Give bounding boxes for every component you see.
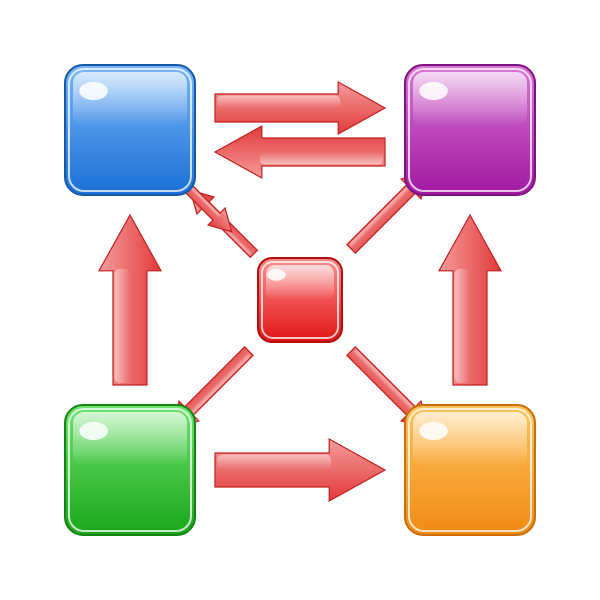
node-center (258, 258, 342, 342)
node-top-left (65, 65, 195, 195)
arrow-tl-to-tr-upper (215, 82, 385, 134)
arrow-bl-to-br (215, 439, 385, 501)
diagram-canvas (0, 0, 600, 600)
node-bottom-left (65, 405, 195, 535)
arrow-tr-to-tl-lower (215, 126, 385, 178)
arrow-bl-to-tl (99, 215, 161, 385)
node-bottom-right (405, 405, 535, 535)
arrow-br-to-tr (439, 215, 501, 385)
node-top-right (405, 65, 535, 195)
